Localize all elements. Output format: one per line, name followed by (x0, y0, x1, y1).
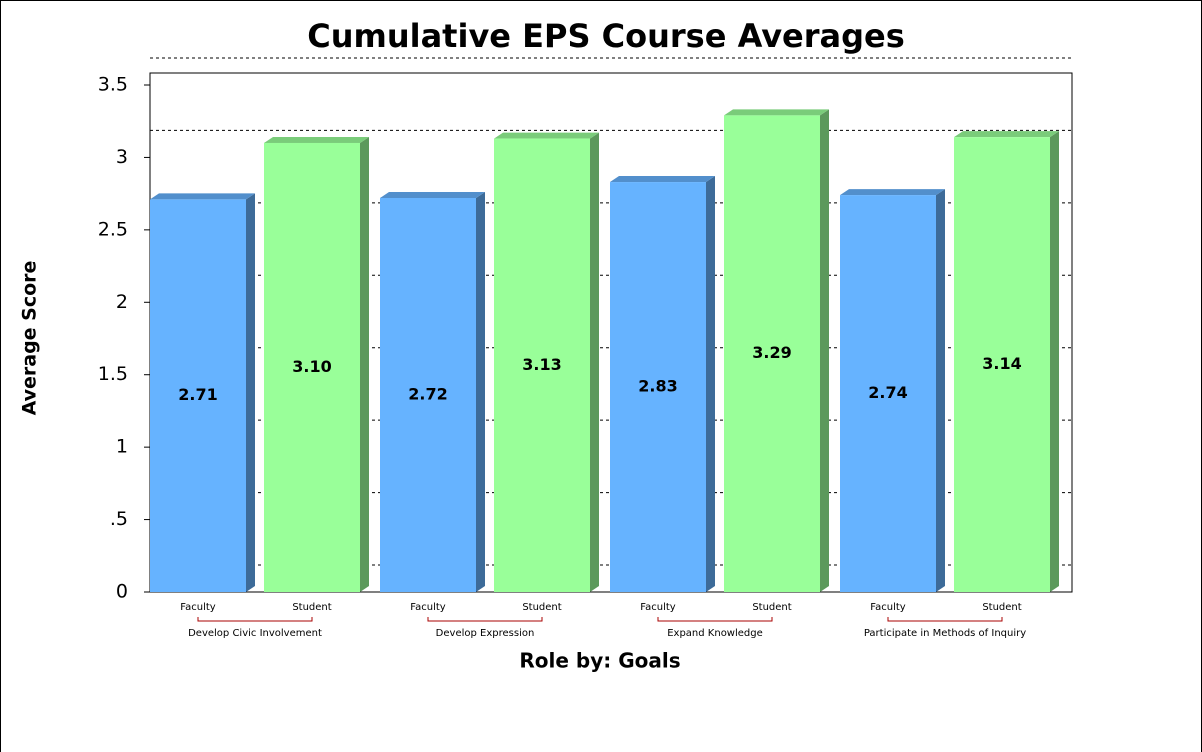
y-tick-label: 0 (116, 581, 128, 603)
bar-side (476, 191, 485, 592)
bar (150, 199, 246, 593)
value-label: 2.71 (178, 385, 217, 404)
bar-side (706, 176, 715, 592)
bar-top (380, 191, 485, 198)
y-tick-label: 2 (116, 291, 128, 313)
y-tick-label: 3 (116, 146, 128, 168)
x-tick-label: Faculty (180, 602, 215, 613)
bar-top (150, 193, 255, 200)
bar (264, 142, 360, 592)
x-tick-label: Student (292, 602, 331, 613)
bar (494, 138, 590, 592)
group-label: Develop Civic Involvement (188, 628, 322, 639)
bar-side (820, 109, 829, 593)
y-tick-label: 1.5 (98, 363, 128, 385)
y-tick-label: .5 (110, 508, 128, 530)
y-tick-label: 1 (116, 436, 128, 458)
value-label: 3.14 (982, 354, 1021, 373)
bar (380, 197, 476, 592)
group-bracket (427, 617, 543, 622)
bar (840, 195, 936, 592)
group-bracket (197, 617, 313, 622)
value-label: 3.13 (522, 355, 561, 374)
bar-side (360, 136, 369, 592)
group-label: Participate in Methods of Inquiry (864, 628, 1026, 639)
y-tick-label: 2.5 (98, 218, 128, 240)
x-tick-label: Student (982, 602, 1021, 613)
chart-title: Cumulative EPS Course Averages (307, 17, 905, 55)
y-tick-label: 3.5 (98, 74, 128, 96)
x-axis-title: Role by: Goals (519, 649, 680, 673)
group-label: Expand Knowledge (667, 628, 763, 639)
bar-top (610, 176, 715, 183)
x-tick-label: Faculty (410, 602, 445, 613)
bar-top (840, 189, 945, 196)
group-bracket (657, 617, 773, 622)
bar (724, 115, 820, 593)
y-axis-title: Average Score (19, 261, 41, 416)
bar (954, 137, 1050, 593)
x-tick-label: Student (752, 602, 791, 613)
group-label: Develop Expression (436, 628, 535, 639)
value-label: 3.29 (752, 343, 791, 362)
value-label: 2.83 (638, 377, 677, 396)
bar-top (954, 131, 1059, 138)
group-bracket (887, 617, 1003, 622)
bar-top (724, 109, 829, 116)
value-label: 2.72 (408, 384, 447, 403)
value-label: 2.74 (868, 383, 907, 402)
bar (610, 182, 706, 592)
bar-side (246, 193, 255, 593)
bar-top (264, 136, 369, 143)
x-tick-label: Faculty (640, 602, 675, 613)
x-tick-label: Student (522, 602, 561, 613)
value-label: 3.10 (292, 357, 331, 376)
bar-side (1050, 131, 1059, 593)
x-tick-label: Faculty (870, 602, 905, 613)
bar-top (494, 132, 599, 139)
bar-side (590, 132, 599, 592)
bar-side (936, 189, 945, 592)
